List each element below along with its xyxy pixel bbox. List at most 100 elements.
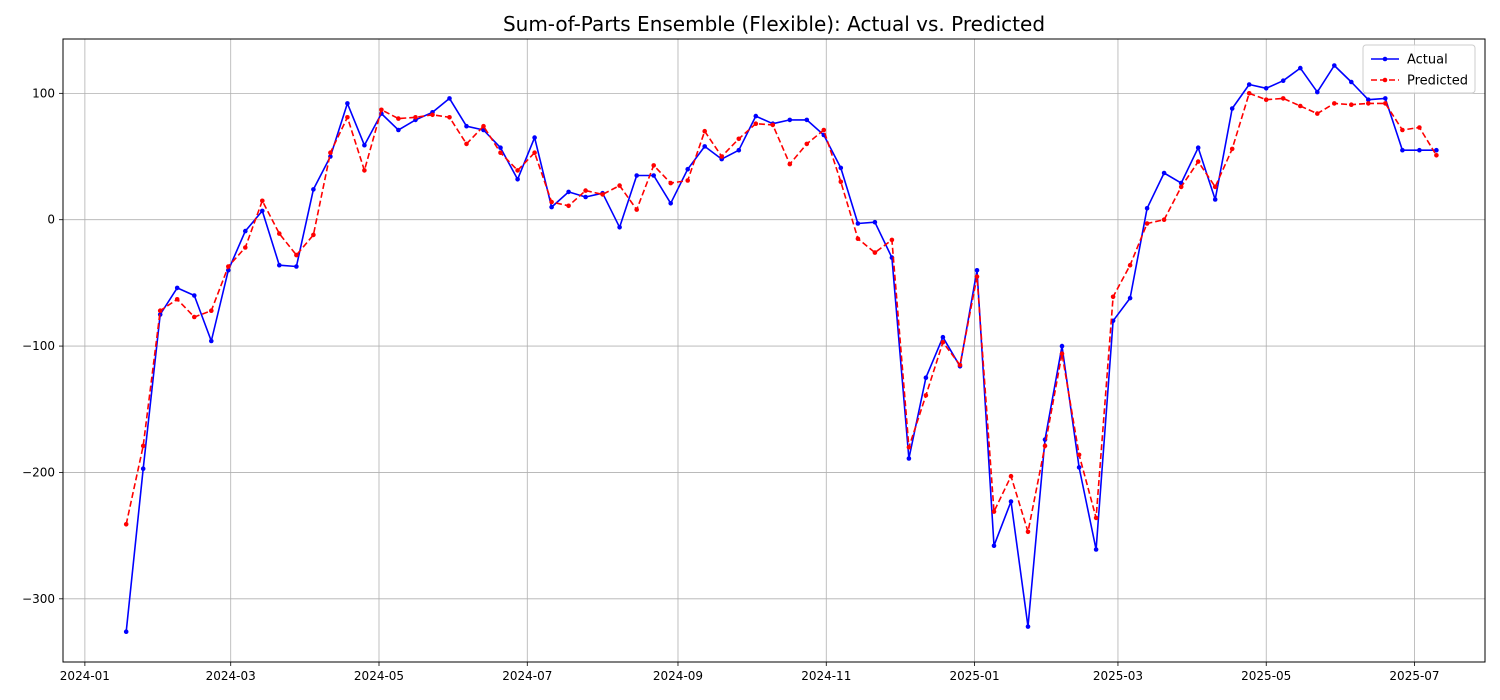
y-tick-label: −200 <box>22 465 55 479</box>
data-point-predicted <box>430 112 435 118</box>
data-point-predicted <box>294 252 299 258</box>
data-point-predicted <box>736 136 742 142</box>
x-tick-label: 2024-01 <box>60 669 110 683</box>
x-tick-label: 2024-05 <box>354 669 404 683</box>
legend-marker-predicted <box>1382 77 1388 83</box>
plot-frame <box>62 38 1486 663</box>
data-point-predicted <box>753 121 759 126</box>
data-point-predicted <box>192 314 197 320</box>
data-point-actual <box>940 334 946 340</box>
data-point-actual <box>991 543 997 548</box>
data-point-actual <box>1008 499 1014 504</box>
x-tick-label: 2025-03 <box>1093 669 1143 683</box>
data-point-predicted <box>549 199 554 205</box>
data-point-predicted <box>481 123 486 129</box>
data-point-actual <box>1246 82 1252 87</box>
data-point-actual <box>974 268 980 273</box>
data-point-actual <box>1161 170 1167 176</box>
chart-title: Sum-of-Parts Ensemble (Flexible): Actual… <box>503 12 1045 36</box>
data-point-predicted <box>651 163 656 168</box>
data-point-actual <box>583 194 588 200</box>
data-point-predicted <box>617 183 622 188</box>
data-point-predicted <box>1093 515 1099 521</box>
data-point-predicted <box>1400 127 1405 133</box>
data-point-actual <box>1093 547 1099 552</box>
y-tick-label: −100 <box>22 339 55 353</box>
data-point-actual <box>804 117 810 123</box>
data-point-predicted <box>804 141 810 147</box>
data-point-predicted <box>1025 529 1031 535</box>
data-point-predicted <box>1042 443 1048 449</box>
data-point-predicted <box>838 179 844 185</box>
data-point-predicted <box>1332 101 1337 106</box>
data-point-actual <box>1349 79 1354 85</box>
data-point-actual <box>872 219 878 225</box>
data-point-predicted <box>906 444 912 450</box>
data-point-predicted <box>1263 97 1269 102</box>
data-point-predicted <box>872 250 878 255</box>
data-point-actual <box>464 123 469 129</box>
data-point-actual <box>345 101 350 106</box>
data-point-predicted <box>345 115 350 120</box>
data-point-predicted <box>957 362 963 368</box>
data-point-actual <box>277 262 282 268</box>
data-point-actual <box>1144 206 1150 211</box>
x-tick-label: 2024-07 <box>502 669 552 683</box>
data-point-actual <box>1025 624 1031 629</box>
data-point-predicted <box>226 264 231 269</box>
data-point-predicted <box>1246 91 1252 96</box>
data-point-actual <box>1263 86 1269 91</box>
data-point-predicted <box>311 232 316 238</box>
data-point-actual <box>396 127 401 133</box>
data-point-predicted <box>719 154 724 159</box>
data-point-predicted <box>821 127 827 133</box>
data-point-predicted <box>1417 125 1422 130</box>
data-point-actual <box>1434 147 1439 153</box>
x-tick-label: 2024-09 <box>653 669 703 683</box>
data-point-actual <box>123 629 129 634</box>
data-point-actual <box>549 204 554 210</box>
data-point-actual <box>753 113 759 119</box>
data-point-actual <box>566 189 571 195</box>
data-point-predicted <box>889 237 895 243</box>
data-point-predicted <box>396 116 401 121</box>
grid-layer <box>63 39 1485 662</box>
data-point-predicted <box>1366 101 1371 106</box>
data-point-actual <box>1315 89 1320 95</box>
data-point-actual <box>498 145 503 150</box>
data-point-predicted <box>362 168 367 173</box>
data-point-predicted <box>1008 473 1014 479</box>
data-point-predicted <box>583 188 588 193</box>
data-point-actual <box>787 117 793 123</box>
data-point-predicted <box>157 308 163 314</box>
data-point-predicted <box>1144 221 1150 226</box>
data-point-actual <box>1229 106 1235 111</box>
data-point-predicted <box>702 128 707 134</box>
data-point-actual <box>294 264 299 269</box>
data-point-predicted <box>1434 153 1439 158</box>
data-point-actual <box>736 147 742 153</box>
data-point-actual <box>1298 65 1303 71</box>
data-point-predicted <box>1059 351 1065 357</box>
data-point-actual <box>140 466 146 472</box>
legend: Actual Predicted <box>1362 44 1476 94</box>
legend-marker-actual <box>1382 56 1388 62</box>
data-point-predicted <box>1229 146 1235 152</box>
data-point-actual <box>838 165 844 171</box>
data-point-predicted <box>140 443 146 449</box>
data-point-predicted <box>1383 101 1388 106</box>
data-point-predicted <box>1161 217 1167 222</box>
data-point-predicted <box>1178 184 1184 190</box>
data-point-actual <box>685 166 690 172</box>
data-point-predicted <box>243 245 248 250</box>
data-point-actual <box>1127 295 1133 301</box>
x-tick-label: 2025-01 <box>949 669 999 683</box>
data-point-predicted <box>940 340 946 345</box>
data-point-actual <box>362 142 367 148</box>
data-point-predicted <box>600 192 605 197</box>
y-tick-label: −300 <box>22 592 55 606</box>
data-point-predicted <box>413 115 418 120</box>
data-point-predicted <box>1280 96 1286 101</box>
data-point-actual <box>1366 97 1371 102</box>
data-point-actual <box>260 208 265 214</box>
